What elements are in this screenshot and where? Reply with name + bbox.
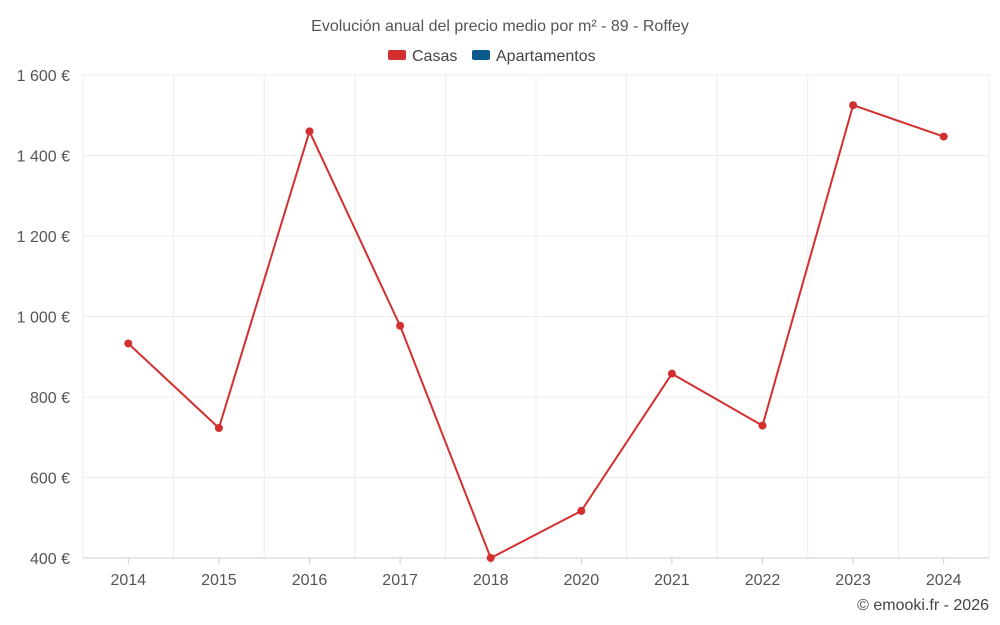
y-tick-label: 600 € [30,471,70,488]
x-tick-label: 2021 [654,572,690,589]
data-point[interactable] [305,127,314,136]
y-axis-ticks: 400 € 600 € 800 € 1 000 € 1 200 € 1 400 € 1 60… [17,68,70,568]
x-tick-label: 2018 [473,572,509,589]
y-tick-label: 1 600 € [17,68,70,85]
y-tick-label: 400 € [30,551,70,568]
y-tick-label: 1 000 € [17,310,70,327]
credit-text: © emooki.fr - 2026 [857,597,989,614]
x-tick-label: 2016 [292,572,328,589]
series-line-casas [127,104,945,559]
axes [83,557,989,564]
series-casas [124,101,948,562]
x-tick-label: 2014 [111,572,147,589]
legend-item-casas[interactable]: Casas [388,48,457,65]
data-point[interactable] [849,101,858,110]
data-point[interactable] [486,554,495,562]
grid [82,74,990,558]
legend-swatch-apartamentos [472,50,490,60]
legend-label-casas: Casas [412,48,457,65]
x-tick-label: 2023 [835,572,871,589]
data-point[interactable] [214,423,223,432]
x-tick-label: 2022 [745,572,781,589]
x-tick-label: 2015 [201,572,237,589]
y-tick-label: 800 € [30,390,70,407]
legend-label-apartamentos: Apartamentos [496,48,596,65]
chart-title: Evolución anual del precio medio por m² … [311,18,689,35]
data-point[interactable] [939,132,948,141]
data-point[interactable] [124,339,133,348]
data-point[interactable] [667,369,676,378]
y-tick-label: 1 200 € [17,229,70,246]
y-tick-label: 1 400 € [17,149,70,166]
data-point[interactable] [758,421,767,430]
x-tick-label: 2020 [564,572,600,589]
x-tick-label: 2024 [926,572,962,589]
data-point[interactable] [396,321,405,330]
legend-swatch-casas [388,50,406,60]
legend-item-apartamentos[interactable]: Apartamentos [472,48,596,65]
x-axis-ticks: 2014 2015 2016 2017 2018 2020 2021 2022 2023 2024 [111,572,962,589]
x-tick-label: 2017 [382,572,418,589]
data-point[interactable] [577,506,586,515]
legend: Casas Apartamentos [388,48,596,65]
